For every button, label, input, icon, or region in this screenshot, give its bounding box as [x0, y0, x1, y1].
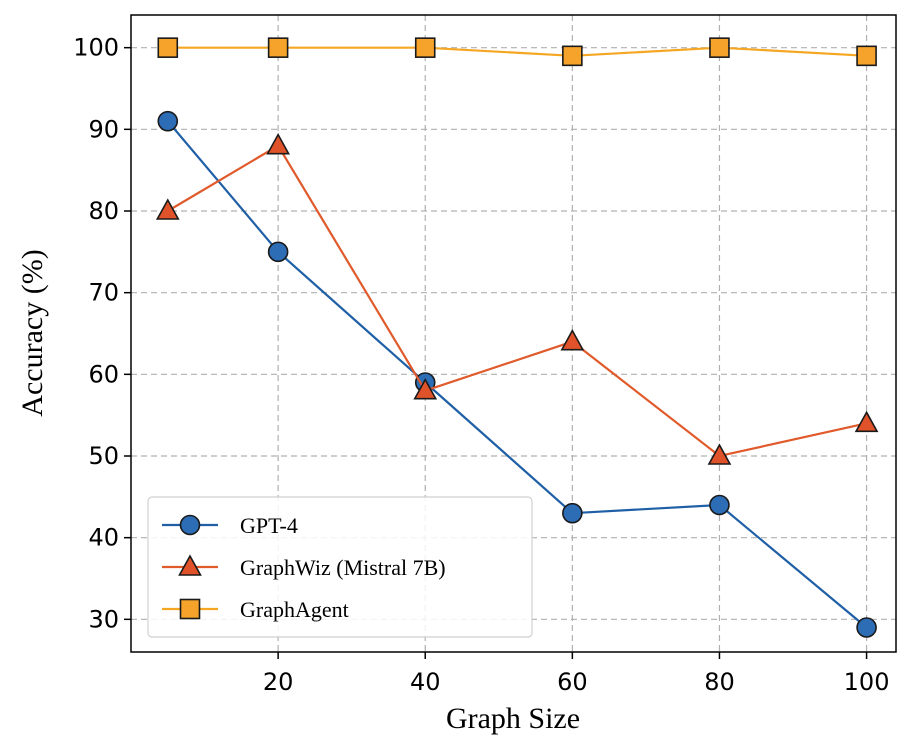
- data-point-graphwiz-mistral-7b: [560, 329, 585, 351]
- x-tick-label: 80: [704, 668, 735, 696]
- y-tick-label: 70: [88, 279, 119, 307]
- legend-label-graphagent: GraphAgent: [240, 597, 349, 622]
- y-axis: 30 40 50 60 70 80 90 100: [73, 34, 131, 633]
- data-point-graphwiz-mistral-7b: [266, 133, 290, 155]
- y-tick-label: 50: [88, 442, 119, 470]
- data-point-graphagent: [562, 45, 583, 67]
- y-tick-label: 40: [88, 524, 119, 552]
- data-point-graphagent: [157, 37, 179, 58]
- data-point-graphagent: [267, 37, 289, 58]
- series-graphwiz-mistral-7b: [155, 133, 879, 465]
- x-tick-label: 20: [263, 668, 294, 696]
- data-point-gpt-4: [562, 502, 583, 524]
- legend-label-gpt-4: GPT-4: [240, 513, 298, 538]
- data-point-graphagent: [709, 37, 730, 58]
- series-layer: [155, 37, 879, 638]
- data-point-graphwiz-mistral-7b: [854, 410, 879, 433]
- x-tick-label: 40: [410, 668, 441, 696]
- y-tick-label: 30: [88, 605, 119, 633]
- x-axis-title: Graph Size: [446, 702, 580, 735]
- legend-label-graphwiz-mistral-7b: GraphWiz (Mistral 7B): [240, 555, 446, 580]
- series-line-graphagent: [167, 46, 867, 57]
- data-point-gpt-4: [157, 110, 179, 132]
- data-point-graphagent: [414, 37, 436, 58]
- legend-box: [147, 496, 533, 638]
- y-tick-label: 80: [88, 197, 119, 225]
- y-axis-title: Accuracy (%): [16, 249, 49, 416]
- data-point-gpt-4: [856, 617, 877, 638]
- x-tick-label: 60: [557, 668, 588, 696]
- legend-marker-gpt-4: [179, 514, 201, 536]
- y-tick-label: 90: [88, 115, 119, 143]
- data-point-graphagent: [856, 45, 877, 67]
- series-line-gpt-4: [166, 120, 868, 629]
- data-point-graphwiz-mistral-7b: [413, 378, 438, 400]
- y-tick-label: 60: [88, 360, 119, 388]
- y-tick-label: 100: [73, 34, 119, 62]
- data-point-gpt-4: [709, 494, 730, 516]
- data-point-graphwiz-mistral-7b: [155, 198, 180, 220]
- legend-marker-graphwiz-mistral-7b: [178, 554, 202, 576]
- data-point-graphwiz-mistral-7b: [707, 443, 732, 465]
- series-line-graphwiz-mistral-7b: [167, 144, 867, 458]
- data-point-gpt-4: [267, 241, 289, 263]
- plot-frame: [130, 14, 897, 653]
- x-axis: 20 40 60 80 100: [263, 652, 890, 696]
- x-tick-label: 100: [844, 668, 890, 696]
- legend: GPT-4 GraphWiz (Mistral 7B) GraphAgent: [147, 496, 533, 638]
- series-graphagent: [157, 37, 877, 67]
- legend-marker-graphagent: [179, 598, 201, 620]
